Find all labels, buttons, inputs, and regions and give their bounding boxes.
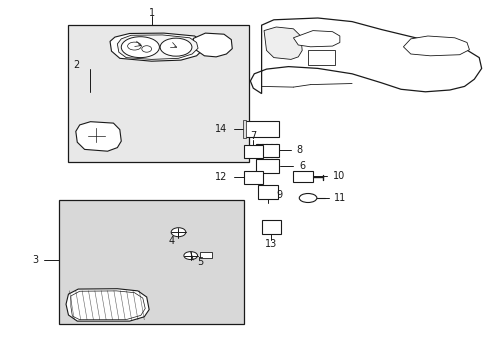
Text: 12: 12 <box>215 172 227 183</box>
Text: 3: 3 <box>33 255 39 265</box>
Polygon shape <box>117 35 198 59</box>
Ellipse shape <box>121 37 159 58</box>
Bar <box>243 145 263 158</box>
Polygon shape <box>264 27 302 59</box>
Bar <box>255 159 279 173</box>
Text: 5: 5 <box>197 257 203 267</box>
Ellipse shape <box>299 194 316 202</box>
Text: 7: 7 <box>250 131 256 141</box>
Bar <box>293 171 312 182</box>
Bar <box>242 120 246 138</box>
Bar <box>255 144 279 157</box>
Polygon shape <box>250 18 481 94</box>
Ellipse shape <box>171 228 185 237</box>
Bar <box>307 50 334 65</box>
Bar <box>243 121 278 137</box>
Ellipse shape <box>160 38 191 56</box>
Text: 4: 4 <box>168 236 174 246</box>
Bar <box>68 25 249 162</box>
Text: 8: 8 <box>296 145 303 156</box>
Text: 10: 10 <box>332 171 344 181</box>
Polygon shape <box>403 36 468 56</box>
Text: 2: 2 <box>73 60 79 70</box>
Polygon shape <box>110 33 203 61</box>
Ellipse shape <box>183 252 197 260</box>
Polygon shape <box>59 200 244 324</box>
Text: 9: 9 <box>276 190 282 200</box>
Polygon shape <box>293 31 339 47</box>
Polygon shape <box>76 122 121 151</box>
Bar <box>261 220 281 234</box>
Bar <box>243 171 263 184</box>
Text: 11: 11 <box>333 193 346 203</box>
Text: 1: 1 <box>148 8 154 18</box>
Text: 14: 14 <box>215 124 227 134</box>
Polygon shape <box>193 33 232 57</box>
Text: 13: 13 <box>264 239 277 249</box>
Bar <box>199 252 211 258</box>
Polygon shape <box>66 289 149 321</box>
Text: 6: 6 <box>299 161 305 171</box>
Bar <box>258 185 277 199</box>
